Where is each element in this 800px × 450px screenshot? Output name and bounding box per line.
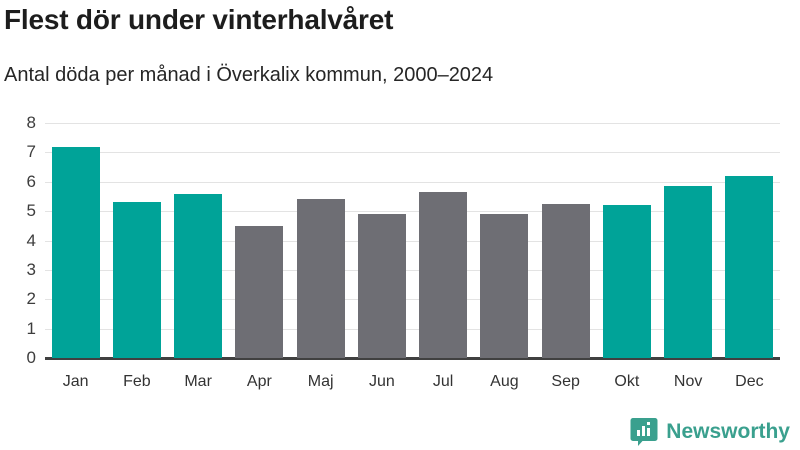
gridline: [45, 328, 780, 330]
bar-nov: [664, 186, 712, 358]
gridline: [45, 240, 780, 242]
bar-jun: [357, 214, 406, 358]
y-tick-label: 5: [26, 201, 36, 221]
y-tick-label: 0: [26, 348, 36, 367]
gridline: [45, 152, 780, 154]
y-tick-label: 4: [26, 230, 36, 250]
page-title: Flest dör under vinterhalvåret: [4, 4, 394, 35]
x-tick-label-jul: Jul: [432, 373, 454, 390]
chart-subtitle: Antal döda per månad i Överkalix kommun,…: [4, 64, 494, 86]
bar-apr: [235, 225, 284, 358]
x-tick-label-dec: Dec: [735, 373, 764, 390]
speech-bubble-bar-chart-icon: [630, 417, 658, 447]
y-tick-label: 1: [26, 318, 36, 338]
bar-sep: [541, 203, 590, 358]
x-tick-label-jan: Jan: [62, 373, 89, 390]
y-tick-label: 3: [26, 259, 36, 279]
gridline: [45, 211, 780, 213]
x-tick-label-jun: Jun: [368, 373, 395, 390]
bar-feb: [112, 202, 161, 358]
gridline: [45, 123, 780, 124]
x-tick-label-okt: Okt: [614, 373, 640, 390]
x-tick-label-maj: Maj: [307, 373, 334, 390]
bar-mar: [174, 193, 222, 358]
gridline: [45, 181, 780, 183]
x-tick-label-nov: Nov: [673, 373, 703, 390]
plot-area: 0 1 2 3 4 5 6 7 8 Jan Feb Mar Apr Maj Jun Jul Aug Sep Okt N…: [0, 110, 800, 402]
y-tick-label: 2: [26, 289, 36, 309]
y-tick-label: 7: [26, 142, 36, 162]
x-tick-label-mar: Mar: [184, 373, 212, 390]
logo-text: Newsworthy: [666, 420, 790, 443]
bar-dec: [725, 175, 774, 358]
x-tick-label-feb: Feb: [123, 373, 151, 390]
x-tick-label-sep: Sep: [551, 373, 580, 390]
y-tick-label: 6: [26, 171, 36, 191]
bar-jan: [51, 146, 100, 358]
bar-jul: [419, 192, 467, 358]
gridline: [45, 299, 780, 301]
x-tick-label-aug: Aug: [490, 373, 519, 390]
x-axis-line: [45, 357, 780, 360]
bar-aug: [480, 214, 529, 358]
bar-maj: [296, 199, 345, 358]
gridline: [45, 269, 780, 271]
newsworthy-logo: Newsworthy: [630, 417, 790, 447]
x-tick-label-apr: Apr: [246, 373, 272, 390]
bar-okt: [602, 205, 651, 358]
y-tick-label: 8: [26, 113, 36, 132]
